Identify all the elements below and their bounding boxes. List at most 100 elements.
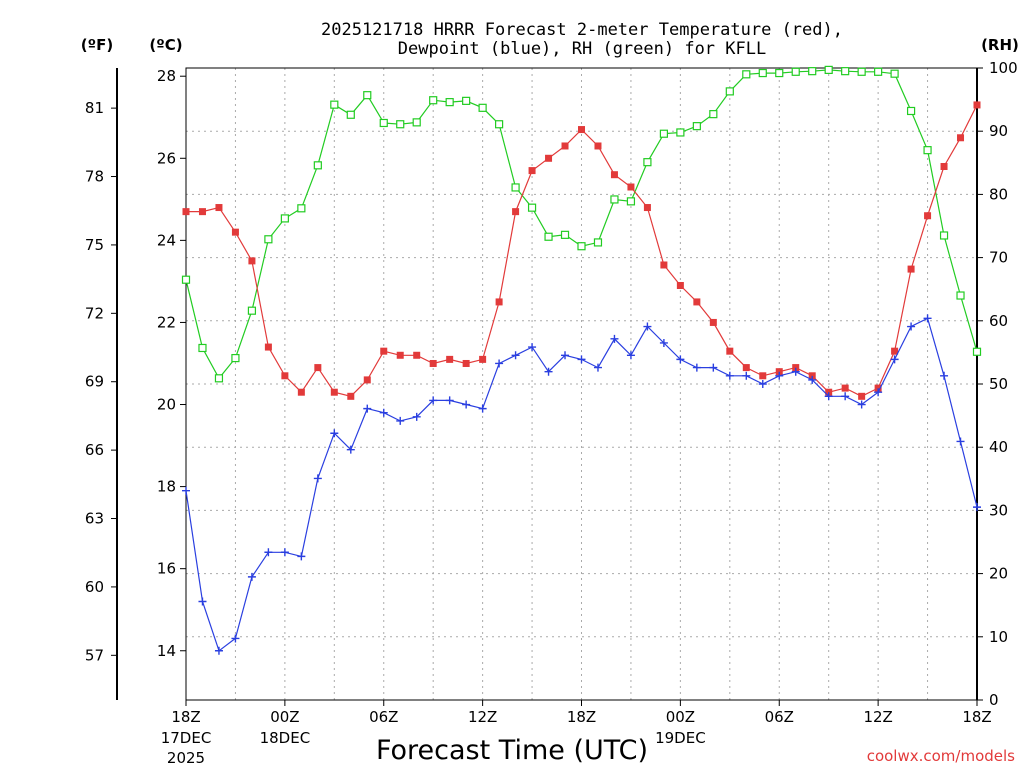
rh-point bbox=[676, 128, 685, 137]
fahrenheit-tick-label: 66 bbox=[85, 441, 104, 459]
temperature-point bbox=[973, 101, 981, 109]
rh-point bbox=[709, 110, 718, 119]
celsius-tick-label: 28 bbox=[157, 67, 176, 85]
dewpoint-point bbox=[231, 634, 240, 643]
dewpoint-point bbox=[890, 355, 899, 364]
dewpoint-point bbox=[297, 552, 306, 561]
fahrenheit-tick-label: 78 bbox=[85, 168, 104, 186]
temperature-point bbox=[545, 154, 553, 162]
dewpoint-point bbox=[775, 371, 784, 380]
x-axis-title: Forecast Time (UTC) bbox=[376, 735, 648, 766]
rh-point bbox=[313, 161, 322, 170]
temperature-point bbox=[610, 171, 618, 179]
rh-point bbox=[643, 158, 652, 167]
dewpoint-point bbox=[676, 355, 685, 364]
temperature-point bbox=[924, 212, 932, 220]
celsius-tick-label: 20 bbox=[157, 396, 176, 414]
temperature-point bbox=[314, 364, 322, 372]
dewpoint-point bbox=[659, 338, 668, 347]
rh-tick-label: 80 bbox=[989, 185, 1008, 203]
rh-point bbox=[972, 347, 982, 356]
temperature-point bbox=[413, 351, 421, 359]
dewpoint-point bbox=[725, 371, 734, 380]
rh-point bbox=[593, 238, 603, 247]
rh-point bbox=[923, 146, 932, 155]
fahrenheit-tick-label: 72 bbox=[85, 304, 104, 322]
fahrenheit-tick-label: 63 bbox=[85, 510, 104, 528]
rh-point bbox=[890, 69, 899, 78]
temperature-point bbox=[643, 204, 651, 212]
rh-point bbox=[742, 70, 751, 79]
rh-point bbox=[527, 203, 537, 212]
dewpoint-point bbox=[857, 400, 866, 409]
dewpoint-point bbox=[841, 392, 850, 401]
temperature-point bbox=[429, 359, 437, 367]
rh-point bbox=[330, 100, 339, 109]
temperature-series bbox=[182, 101, 981, 400]
dewpoint-point bbox=[214, 646, 223, 655]
rh-tick-label: 30 bbox=[989, 501, 1008, 519]
temperature-point bbox=[693, 298, 701, 306]
x-tick-year-label: 2025 bbox=[167, 749, 205, 767]
dewpoint-point bbox=[313, 474, 322, 483]
temperature-point bbox=[479, 355, 487, 363]
rh-point bbox=[956, 291, 965, 300]
temperature-point bbox=[231, 228, 239, 236]
rh-point bbox=[181, 275, 191, 284]
chart-axes: 14 16 18 20 22 24 26 28 57 60 63 66 69 72 75 78 81 0 10 20 3… bbox=[85, 59, 1018, 767]
rh-point bbox=[214, 374, 224, 383]
dewpoint-point bbox=[643, 322, 652, 331]
temperature-point bbox=[561, 142, 569, 150]
temperature-point bbox=[264, 343, 272, 351]
dewpoint-point bbox=[462, 400, 471, 409]
rh-point bbox=[808, 67, 817, 76]
rh-tick-label: 20 bbox=[989, 565, 1008, 583]
dewpoint-point bbox=[412, 412, 421, 421]
temperature-point bbox=[825, 388, 833, 396]
rh-point bbox=[363, 91, 372, 100]
temperature-point bbox=[891, 347, 899, 355]
x-tick-date-label: 18DEC bbox=[260, 729, 311, 747]
celsius-tick-label: 24 bbox=[157, 231, 176, 249]
temperature-point bbox=[874, 384, 882, 392]
rh-point bbox=[231, 353, 240, 363]
rh-tick-label: 70 bbox=[989, 249, 1008, 267]
dewpoint-point bbox=[429, 396, 438, 405]
dewpoint-point bbox=[280, 548, 289, 557]
temperature-point bbox=[198, 208, 206, 216]
dewpoint-point bbox=[511, 351, 520, 360]
temperature-point bbox=[347, 392, 355, 400]
celsius-tick-label: 26 bbox=[157, 149, 176, 167]
fahrenheit-tick-label: 60 bbox=[85, 578, 104, 596]
dewpoint-point bbox=[264, 548, 273, 557]
rh-tick-label: 40 bbox=[989, 438, 1008, 456]
dewpoint-point bbox=[346, 445, 355, 454]
temperature-point bbox=[858, 392, 866, 400]
dewpoint-point bbox=[577, 355, 586, 364]
rh-point bbox=[857, 67, 866, 76]
temperature-point bbox=[248, 257, 256, 265]
fahrenheit-unit-label: (ºF) bbox=[81, 36, 113, 54]
rh-point bbox=[495, 120, 504, 129]
celsius-tick-label: 14 bbox=[157, 642, 176, 660]
temperature-point bbox=[396, 351, 404, 359]
rh-point bbox=[906, 106, 916, 116]
celsius-tick-label: 22 bbox=[157, 313, 176, 331]
temperature-point bbox=[528, 167, 536, 175]
dewpoint-point bbox=[495, 359, 504, 368]
credit-text: coolwx.com/models bbox=[867, 747, 1015, 765]
x-tick-label: 12Z bbox=[863, 708, 892, 726]
x-tick-label: 18Z bbox=[962, 708, 991, 726]
x-tick-date-label: 19DEC bbox=[655, 729, 706, 747]
rh-point bbox=[560, 230, 570, 239]
temperature-point bbox=[215, 204, 223, 212]
temperature-point bbox=[709, 318, 717, 326]
rh-point bbox=[198, 343, 207, 353]
x-tick-date-label: 17DEC bbox=[161, 729, 212, 747]
rh-point bbox=[626, 197, 636, 206]
celsius-tick-label: 18 bbox=[157, 478, 176, 496]
rh-tick-label: 10 bbox=[989, 628, 1008, 646]
rh-point bbox=[247, 306, 257, 315]
temperature-point bbox=[446, 355, 454, 363]
